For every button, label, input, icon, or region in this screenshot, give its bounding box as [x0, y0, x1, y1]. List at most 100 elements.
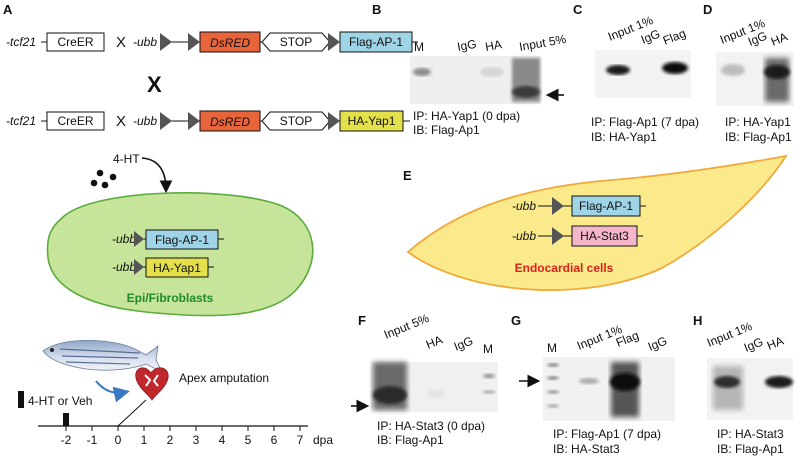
lane-label: Input 5% — [382, 311, 431, 342]
ib-label-h: IB: Flag-Ap1 — [717, 442, 784, 456]
ubb-label: -ubb — [512, 199, 536, 213]
timeline: 4-HT or Veh -2 -1 0 1 2 3 4 5 6 7 dpa — [18, 391, 333, 447]
ib-label-c: IB: HA-Yap1 — [591, 130, 657, 144]
treatment-arrow — [141, 157, 173, 194]
timeline-tick-label: 5 — [245, 433, 252, 447]
endocardial-label: Endocardial cells — [515, 261, 614, 275]
blot-membrane — [595, 50, 691, 98]
timeline-ticks: -2 -1 0 1 2 3 4 5 6 7 — [61, 426, 304, 447]
ib-label-g: IB: HA-Stat3 — [553, 442, 620, 456]
dissection-arrow — [95, 380, 130, 403]
tamoxifen-treatment: 4-HT — [90, 152, 173, 194]
stop-label: STOP — [280, 35, 312, 49]
loxp-triangle — [188, 33, 200, 51]
ubb-label: -ubb — [112, 232, 136, 246]
tamoxifen-label: 4-HT — [113, 152, 140, 166]
dsred-label: DsRED — [210, 36, 250, 50]
flag-ap1-label: Flag-AP-1 — [155, 233, 209, 247]
panel-label-f: F — [358, 313, 366, 328]
construct-row-tcf21-flag: -tcf21 CreER X -ubb DsRED STOP Flag-AP-1 — [6, 31, 418, 53]
fibroblast-shape — [46, 192, 314, 317]
stop-cassette — [261, 111, 331, 131]
blot-c — [595, 50, 691, 98]
ip-label-h: IP: HA-Stat3 — [717, 427, 784, 441]
lane-label: IgG — [456, 37, 477, 54]
loxp-triangle — [134, 259, 144, 275]
lane-label: IgG — [646, 334, 669, 354]
dsred-label: DsRED — [210, 115, 250, 129]
ha-yap1-label: HA-Yap1 — [153, 261, 201, 275]
timeline-tick-label: 7 — [297, 433, 304, 447]
loxp-triangle — [160, 112, 172, 130]
creer-label: CreER — [57, 114, 93, 128]
lane-label: Input 5% — [518, 32, 567, 54]
panel-label-b: B — [372, 2, 381, 17]
lane-label: M — [547, 341, 557, 355]
loxp-triangle — [160, 33, 172, 51]
loxp-triangle — [552, 227, 564, 245]
ha-stat3-label: HA-Stat3 — [580, 229, 629, 243]
panel-label-d: D — [703, 2, 712, 17]
apex-amputation-label: Apex amputation — [179, 371, 269, 385]
lane-label: IgG — [742, 335, 765, 355]
tcf21-label: -tcf21 — [6, 114, 36, 128]
drug-dot — [96, 169, 104, 177]
drug-dot — [109, 173, 117, 181]
blot-d — [716, 52, 794, 106]
blot-h — [707, 358, 793, 420]
panel-label-a: A — [3, 2, 13, 17]
lane-label: HA — [765, 334, 786, 353]
panel-label-h: H — [693, 313, 702, 328]
ib-label-d: IB: Flag-Ap1 — [725, 130, 792, 144]
timeline-unit: dpa — [313, 433, 333, 447]
lane-label: HA — [484, 37, 503, 54]
fibroblast-cell: -ubb Flag-AP-1 -ubb HA-Yap1 Epi/Fibrobla… — [46, 192, 314, 317]
timeline-tick-label: 0 — [115, 433, 122, 447]
timeline-tick-label: 6 — [271, 433, 278, 447]
lane-label: IgG — [746, 29, 769, 49]
lane-label: M — [483, 342, 493, 356]
creer-box — [46, 111, 105, 131]
ip-label-f: IP: HA-Stat3 (0 dpa) — [377, 419, 485, 433]
lane-label: Flag — [661, 26, 688, 48]
blot-f — [371, 362, 498, 412]
ib-label-f: IB: Flag-Ap1 — [377, 433, 444, 447]
ip-label-b: IP: HA-Yap1 (0 dpa) — [413, 109, 520, 123]
loxp-triangle — [328, 33, 340, 51]
fish-stripes — [59, 348, 141, 365]
panel-label-c: C — [573, 2, 583, 17]
ubb-label: -ubb — [112, 260, 136, 274]
blot-b — [410, 56, 541, 104]
lane-labels-b: M IgG HA Input 5% — [414, 32, 567, 54]
timeline-tick-label: -1 — [87, 433, 98, 447]
lane-labels-h: Input 1% IgG HA — [705, 319, 786, 355]
ubb-label: -ubb — [133, 114, 157, 128]
lane-label: HA — [769, 30, 790, 49]
loxp-triangle — [188, 112, 200, 130]
ubb-label: -ubb — [512, 229, 536, 243]
drug-dot — [90, 179, 98, 187]
drug-dot — [101, 181, 109, 189]
lane-label: M — [414, 40, 424, 54]
panel-label-e: E — [403, 168, 412, 183]
flag-ap1-label: Flag-AP-1 — [349, 35, 403, 49]
lane-labels-f: Input 5% HA IgG M — [382, 311, 493, 356]
treatment-label: 4-HT or Veh — [28, 394, 92, 408]
heart-icon — [135, 367, 169, 401]
timeline-tick-label: -2 — [61, 433, 72, 447]
tcf21-label: -tcf21 — [6, 35, 36, 49]
stop-cassette — [261, 32, 331, 52]
creer-box — [46, 32, 105, 52]
ib-label-b: IB: Flag-Ap1 — [413, 123, 480, 137]
loxp-triangle — [328, 112, 340, 130]
cross-symbol-large: X — [147, 72, 162, 97]
panel-label-g: G — [511, 313, 521, 328]
fish-eye — [50, 348, 54, 352]
construct-row-tcf21-ha-yap1: -tcf21 CreER X -ubb DsRED STOP HA-Yap1 — [6, 110, 410, 132]
ip-label-d: IP: HA-Yap1 — [725, 115, 791, 129]
treatment-bar-label-marker — [18, 391, 24, 408]
ubb-label: -ubb — [133, 35, 157, 49]
stop-label: STOP — [280, 114, 312, 128]
endocardial-shape — [406, 154, 788, 291]
cross-symbol: X — [116, 34, 126, 51]
